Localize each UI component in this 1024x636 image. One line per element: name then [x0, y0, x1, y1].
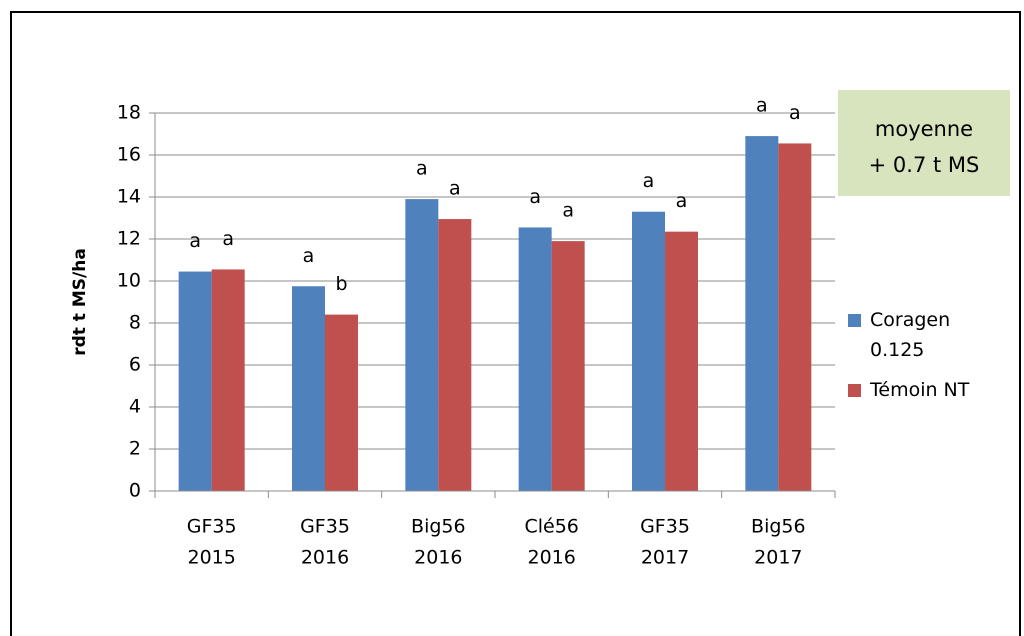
x-tick-label: Big56 — [751, 516, 806, 538]
bar — [518, 227, 552, 491]
x-tick-label: 2016 — [414, 547, 462, 569]
x-tick-label: GF35 — [640, 516, 690, 538]
annotation-text: + 0.7 t MS — [869, 153, 980, 177]
significance-letter: a — [789, 102, 801, 124]
significance-letter: a — [643, 170, 655, 192]
significance-letter: a — [562, 200, 574, 222]
bar — [325, 314, 358, 491]
legend-item: Coragen 0.125 — [848, 305, 1018, 365]
y-tick-label: 4 — [129, 396, 141, 418]
y-tick-label: 10 — [117, 270, 141, 292]
bar — [632, 211, 665, 491]
bar — [405, 199, 439, 491]
legend-label: Témoin NT — [870, 379, 970, 401]
bar — [211, 269, 245, 491]
x-tick-label: 2017 — [641, 547, 689, 569]
significance-letter: a — [449, 178, 461, 200]
significance-letter: a — [189, 230, 201, 252]
significance-letter: a — [303, 245, 315, 267]
significance-letter: a — [529, 186, 541, 208]
significance-letter: a — [416, 158, 428, 180]
legend-swatch — [848, 314, 861, 327]
y-tick-label: 16 — [117, 144, 141, 166]
x-tick-label: GF35 — [300, 516, 350, 538]
annotation-text: moyenne — [875, 117, 973, 141]
annotation-box — [838, 90, 1010, 196]
y-tick-label: 6 — [129, 354, 141, 376]
y-tick-label: 2 — [129, 438, 141, 460]
x-tick-label: 2016 — [301, 547, 349, 569]
bar — [665, 231, 698, 491]
significance-letter: b — [335, 273, 347, 295]
legend: Coragen 0.125 Témoin NT — [848, 305, 1018, 415]
y-tick-label: 14 — [117, 186, 141, 208]
x-tick-label: 2017 — [754, 547, 802, 569]
x-tick-label: Clé56 — [524, 516, 578, 538]
y-tick-label: 8 — [129, 312, 141, 334]
y-axis-label: rdt t MS/ha — [70, 248, 90, 356]
bar — [745, 136, 779, 491]
frame — [10, 11, 1021, 636]
bar — [292, 286, 325, 491]
legend-item: Témoin NT — [848, 375, 1018, 405]
x-tick-label: Big56 — [411, 516, 466, 538]
bar — [778, 143, 812, 491]
x-tick-label: 2016 — [527, 547, 575, 569]
y-tick-label: 18 — [117, 102, 141, 124]
bar — [551, 241, 585, 491]
bar — [438, 219, 472, 492]
y-tick-label: 0 — [129, 480, 141, 502]
x-tick-label: 2015 — [187, 547, 235, 569]
significance-letter: a — [756, 95, 768, 117]
legend-swatch — [848, 384, 861, 397]
bar — [178, 271, 212, 491]
legend-label: Coragen 0.125 — [870, 309, 951, 361]
significance-letter: a — [676, 190, 688, 212]
significance-letter: a — [222, 228, 234, 250]
x-tick-label: GF35 — [187, 516, 237, 538]
y-tick-label: 12 — [117, 228, 141, 250]
